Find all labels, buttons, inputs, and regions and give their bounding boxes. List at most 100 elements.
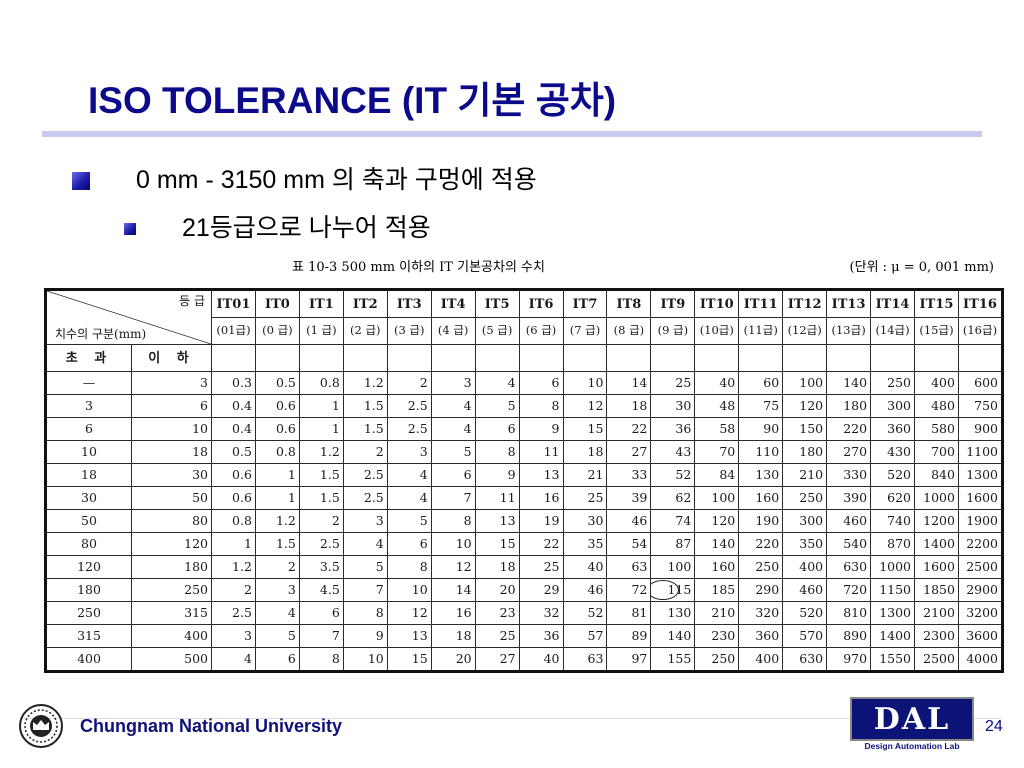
- grade-label-it10: (10급): [694, 317, 740, 345]
- tolerance-value-cell: 890: [826, 624, 872, 648]
- tolerance-value-cell: 90: [738, 417, 784, 441]
- grade-header-it15: IT15: [914, 289, 959, 318]
- tolerance-value-cell: 2.5: [298, 532, 344, 556]
- tolerance-value-cell: 250: [870, 371, 915, 395]
- tolerance-value-cell: 720: [826, 578, 872, 602]
- tolerance-value-cell: 155: [650, 647, 696, 672]
- tolerance-value-cell: 9: [342, 624, 388, 648]
- grade-header-it14: IT14: [870, 289, 915, 318]
- tolerance-value-cell: 70: [694, 440, 740, 464]
- size-upto-cell: 250: [131, 578, 212, 602]
- tolerance-value-cell: 1400: [914, 532, 959, 556]
- tolerance-value-cell: 33: [606, 463, 652, 487]
- grade-header-it01: IT01: [211, 289, 256, 318]
- tolerance-value-cell: 0.4: [211, 417, 256, 441]
- size-over-cell: 10: [45, 440, 132, 464]
- grade-label-it1: (1 급): [298, 317, 344, 345]
- tolerance-value-cell: 3200: [957, 601, 1004, 625]
- tolerance-value-cell: 4: [386, 463, 432, 487]
- tolerance-value-cell: 0.8: [298, 371, 344, 395]
- tolerance-value-cell: 0.4: [211, 394, 256, 418]
- tolerance-value-cell: 18: [474, 555, 520, 579]
- table-caption-unit: (단위 : μ = 0, 001 mm): [849, 260, 994, 275]
- tolerance-value-cell: 84: [694, 463, 740, 487]
- tolerance-value-cell: 360: [870, 417, 915, 441]
- tolerance-value-cell: 1.5: [298, 486, 344, 510]
- tolerance-value-cell: 46: [606, 509, 652, 533]
- tolerance-value-cell: 60: [738, 371, 784, 395]
- tolerance-value-cell: 870: [870, 532, 915, 556]
- tolerance-value-cell: 220: [826, 417, 872, 441]
- circled-annotation-mark: [651, 580, 680, 600]
- tolerance-value-cell: 1.5: [342, 394, 388, 418]
- dal-logo: DAL Design Automation Lab: [850, 697, 974, 753]
- bullet-text: 0 mm - 3150 mm 의 축과 구멍에 적용: [136, 166, 537, 194]
- tolerance-value-cell: 12: [562, 394, 608, 418]
- tolerance-value-cell: 4: [211, 647, 256, 672]
- grade-header-it12: IT12: [782, 289, 828, 318]
- tolerance-value-cell: 1.5: [254, 532, 300, 556]
- tolerance-value-cell: 25: [474, 624, 520, 648]
- tolerance-value-cell: 2.5: [211, 601, 256, 625]
- tolerance-value-cell: 0.8: [211, 509, 256, 533]
- tolerance-value-cell: 18: [562, 440, 608, 464]
- tolerance-value-cell: 8: [342, 601, 388, 625]
- tolerance-value-cell: 2: [342, 440, 388, 464]
- empty-header-cell: [606, 344, 652, 372]
- tolerance-value-cell: 15: [474, 532, 520, 556]
- tolerance-value-cell: 100: [650, 555, 696, 579]
- tolerance-value-cell: 23: [474, 601, 520, 625]
- tolerance-value-cell: 540: [826, 532, 872, 556]
- tolerance-value-cell: 1.2: [211, 555, 256, 579]
- grade-label-it8: (8 급): [606, 317, 652, 345]
- tolerance-value-cell: 4.5: [298, 578, 344, 602]
- size-over-cell: 250: [45, 601, 132, 625]
- square-bullet-icon: [124, 223, 136, 236]
- tolerance-value-cell: 39: [606, 486, 652, 510]
- grade-header-it7: IT7: [562, 289, 608, 318]
- tolerance-value-cell: 400: [914, 371, 959, 395]
- tolerance-value-cell: 74: [650, 509, 696, 533]
- tolerance-value-cell: 27: [606, 440, 652, 464]
- table-caption: 표 10-3 500 mm 이하의 IT 기본공차의 수치 (단위 : μ = …: [292, 254, 994, 276]
- grade-label-it0: (0 급): [254, 317, 300, 345]
- tolerance-value-cell: 400: [782, 555, 828, 579]
- header-size-label: 치수의 구분(mm): [55, 327, 147, 341]
- tolerance-value-cell: 6: [518, 371, 564, 395]
- size-over-cell: —: [45, 371, 132, 395]
- tolerance-value-cell: 185: [694, 578, 740, 602]
- tolerance-value-cell: 2200: [957, 532, 1004, 556]
- tolerance-value-cell: 150: [782, 417, 828, 441]
- tolerance-value-cell: 2500: [914, 647, 959, 672]
- tolerance-value-cell: 10: [342, 647, 388, 672]
- size-upto-cell: 400: [131, 624, 212, 648]
- tolerance-value-cell: 22: [518, 532, 564, 556]
- tolerance-value-cell: 8: [474, 440, 520, 464]
- tolerance-value-cell: 2: [254, 555, 300, 579]
- size-upto-cell: 10: [131, 417, 212, 441]
- grade-header-it4: IT4: [430, 289, 476, 318]
- empty-header-cell: [870, 344, 915, 372]
- tolerance-value-cell: 460: [826, 509, 872, 533]
- sub-bullet-text: 21등급으로 나누어 적용: [182, 214, 431, 242]
- tolerance-value-cell: 3: [386, 440, 432, 464]
- tolerance-value-cell: 4: [474, 371, 520, 395]
- tolerance-value-cell: 10: [386, 578, 432, 602]
- square-bullet-icon: [72, 172, 90, 191]
- tolerance-value-cell: 3: [254, 578, 300, 602]
- tolerance-value-cell: 2.5: [342, 486, 388, 510]
- tolerance-value-cell: 350: [782, 532, 828, 556]
- tolerance-value-cell: 130: [738, 463, 784, 487]
- tolerance-value-cell: 20: [430, 647, 476, 672]
- tolerance-value-cell: 1850: [914, 578, 959, 602]
- tolerance-value-cell: 7: [430, 486, 476, 510]
- tolerance-value-cell: 52: [562, 601, 608, 625]
- tolerance-value-cell: 11: [474, 486, 520, 510]
- grade-label-it2: (2 급): [342, 317, 388, 345]
- tolerance-value-cell: 9: [518, 417, 564, 441]
- table-row: 18 30 0.6 1 1.5 2.5 4 6 9 13 21 33 52 84 130 210 330 520 8…: [45, 463, 1004, 487]
- tolerance-value-cell: 1: [298, 417, 344, 441]
- tolerance-value-cell: 30: [650, 394, 696, 418]
- tolerance-value-cell: 700: [914, 440, 959, 464]
- tolerance-value-cell: 75: [738, 394, 784, 418]
